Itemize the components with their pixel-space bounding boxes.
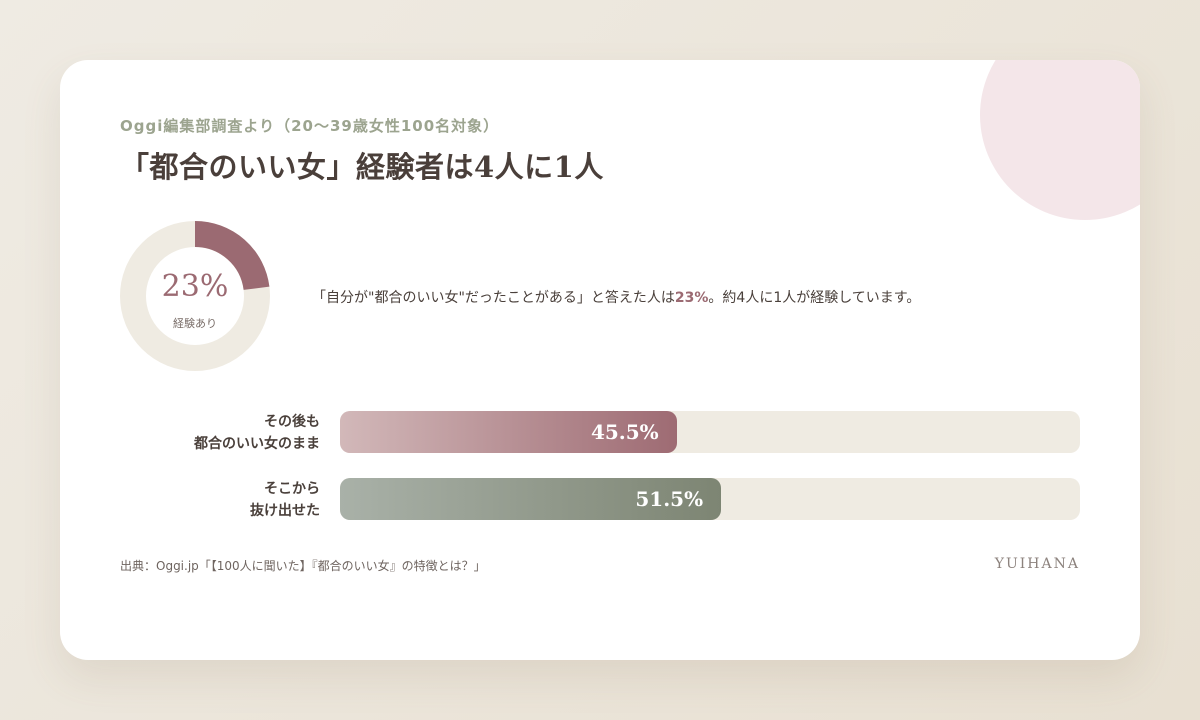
statement-highlight: 23%: [674, 290, 709, 306]
infographic-card: Oggi編集部調査より（20〜39歳女性100名対象） 「都合のいい女」経験者は…: [60, 60, 1140, 660]
brand-logo-text: YUIHANA: [994, 556, 1080, 572]
statement-before: 「自分が"都合のいい女"だったことがある」と答えた人は: [312, 290, 675, 306]
bar-track: 51.5%: [340, 478, 1080, 520]
bar-row-escaped: そこから 抜け出せた 51.5%: [60, 478, 1140, 522]
survey-source-label: Oggi編集部調査より（20〜39歳女性100名対象）: [120, 117, 500, 135]
donut-slice-experienced: [120, 221, 270, 371]
bar-value-label: 45.5%: [590, 420, 659, 444]
bar-fill-escaped: 51.5%: [340, 478, 722, 520]
bar-label-line2: 抜け出せた: [250, 503, 320, 519]
decorative-circle: [980, 60, 1140, 220]
donut-chart: 23% 経験あり: [120, 221, 270, 371]
donut-caption: 経験あり: [173, 317, 217, 330]
bar-track: 45.5%: [340, 411, 1080, 453]
bar-row-stayed: その後も 都合のいい女のまま 45.5%: [60, 411, 1140, 455]
bar-fill-stayed: 45.5%: [340, 411, 677, 453]
statement-text: 「自分が"都合のいい女"だったことがある」と答えた人は23%。約4人に1人が経験…: [312, 287, 920, 307]
bar-label-line1: そこから: [264, 481, 320, 497]
headline: 「都合のいい女」経験者は4人に1人: [120, 150, 604, 184]
bar-label-line2: 都合のいい女のまま: [194, 436, 320, 452]
donut-value-label: 23%: [161, 269, 229, 304]
bar-label: その後も 都合のいい女のまま: [120, 411, 320, 455]
citation: 出典：Oggi.jp「【100人に聞いた】『都合のいい女』の特徴とは？」: [120, 559, 486, 573]
bar-label: そこから 抜け出せた: [120, 478, 320, 522]
statement-after: 。約4人に1人が経験しています。: [708, 290, 921, 306]
donut-svg: [120, 221, 270, 371]
bar-label-line1: その後も: [264, 414, 320, 430]
bar-value-label: 51.5%: [635, 487, 704, 511]
